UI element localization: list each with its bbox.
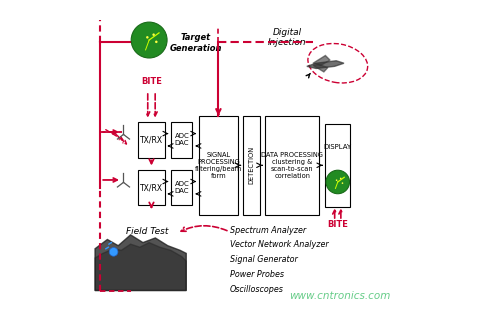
Text: Spectrum Analyzer: Spectrum Analyzer [229,226,306,235]
Text: TX/RX: TX/RX [140,135,163,144]
Text: TX/RX: TX/RX [140,183,163,192]
Text: Signal Generator: Signal Generator [229,255,297,264]
Text: ADC
DAC: ADC DAC [174,181,189,194]
Text: BITE: BITE [141,77,162,86]
Polygon shape [313,56,330,66]
Polygon shape [95,235,186,290]
Polygon shape [307,61,344,69]
Text: DISPLAY: DISPLAY [323,144,352,150]
Circle shape [146,36,148,39]
Circle shape [155,41,158,43]
Circle shape [131,22,167,58]
Polygon shape [95,243,186,290]
Circle shape [342,182,343,184]
Text: BITE: BITE [327,220,348,228]
Circle shape [152,33,155,36]
FancyBboxPatch shape [138,170,165,206]
Text: DATA PROCESSING
clustering &
scan-to-scan
correlation: DATA PROCESSING clustering & scan-to-sca… [261,152,323,179]
Text: Power Probes: Power Probes [229,270,284,279]
Text: Digital
Injection: Digital Injection [268,28,307,47]
Polygon shape [313,65,328,72]
Text: www.cntronics.com: www.cntronics.com [289,291,391,301]
FancyBboxPatch shape [325,124,350,207]
Text: Target
Generation: Target Generation [169,33,222,53]
Circle shape [109,247,118,256]
FancyBboxPatch shape [138,122,165,158]
Text: SIGNAL
PROCESSING
filtering/beam
form: SIGNAL PROCESSING filtering/beam form [195,152,242,179]
Circle shape [326,170,349,194]
Text: ADC
DAC: ADC DAC [174,133,189,146]
FancyBboxPatch shape [172,170,193,206]
FancyBboxPatch shape [265,116,319,215]
FancyBboxPatch shape [199,116,238,215]
Text: Field Test: Field Test [126,227,169,236]
Text: Oscilloscopes: Oscilloscopes [229,285,283,294]
Text: DETECTION: DETECTION [248,146,254,184]
FancyBboxPatch shape [244,116,260,215]
FancyBboxPatch shape [172,122,193,158]
Circle shape [336,179,338,181]
Text: Vector Network Analyzer: Vector Network Analyzer [229,241,328,249]
Circle shape [340,178,342,179]
